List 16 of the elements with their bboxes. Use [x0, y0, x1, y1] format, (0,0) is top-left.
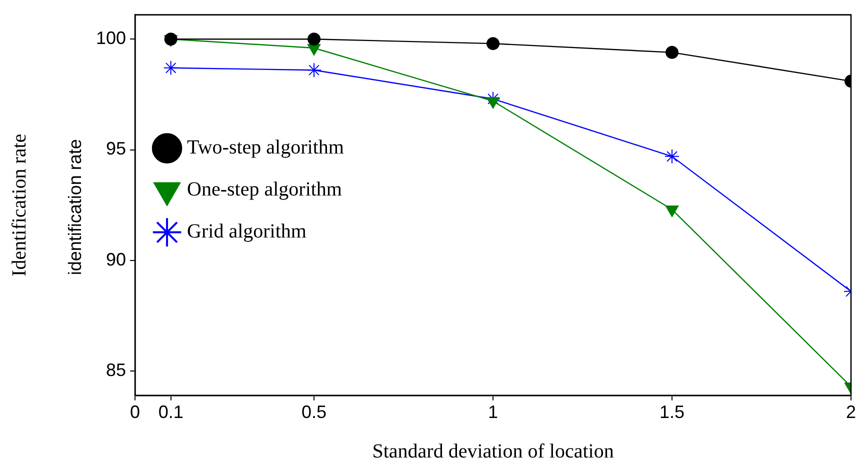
- y-axis-title: Identification rate: [8, 134, 30, 276]
- y-tick-label: 100: [96, 28, 126, 48]
- y-tick-label: 85: [106, 360, 126, 380]
- legend-label: Grid algorithm: [187, 220, 307, 243]
- x-tick-label: 0: [130, 402, 140, 422]
- x-tick-label: 1: [488, 402, 498, 422]
- x-tick-label: 0.5: [302, 402, 327, 422]
- legend-label: Two-step algorithm: [187, 136, 344, 159]
- x-tick-label: 0.1: [158, 402, 184, 422]
- y-tick-label: 95: [106, 138, 126, 159]
- x-tick-label: 1.5: [659, 402, 685, 422]
- x-tick-label: 2: [846, 402, 856, 422]
- x-axis-title: Standard deviation of location: [372, 440, 614, 462]
- legend-label: One-step algorithm: [187, 178, 342, 201]
- y-tick-label: 90: [106, 249, 126, 270]
- text: identification rate: [64, 139, 85, 276]
